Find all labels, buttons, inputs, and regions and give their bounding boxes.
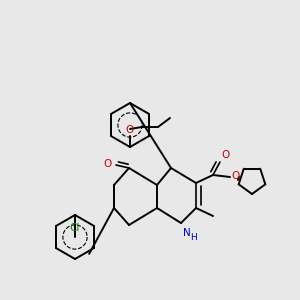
Text: O: O [104,159,112,169]
Text: O: O [126,125,134,135]
Text: O: O [231,171,239,181]
Text: N: N [183,228,191,238]
Text: H: H [190,233,197,242]
Text: O: O [221,150,229,160]
Text: Cl: Cl [70,223,80,233]
